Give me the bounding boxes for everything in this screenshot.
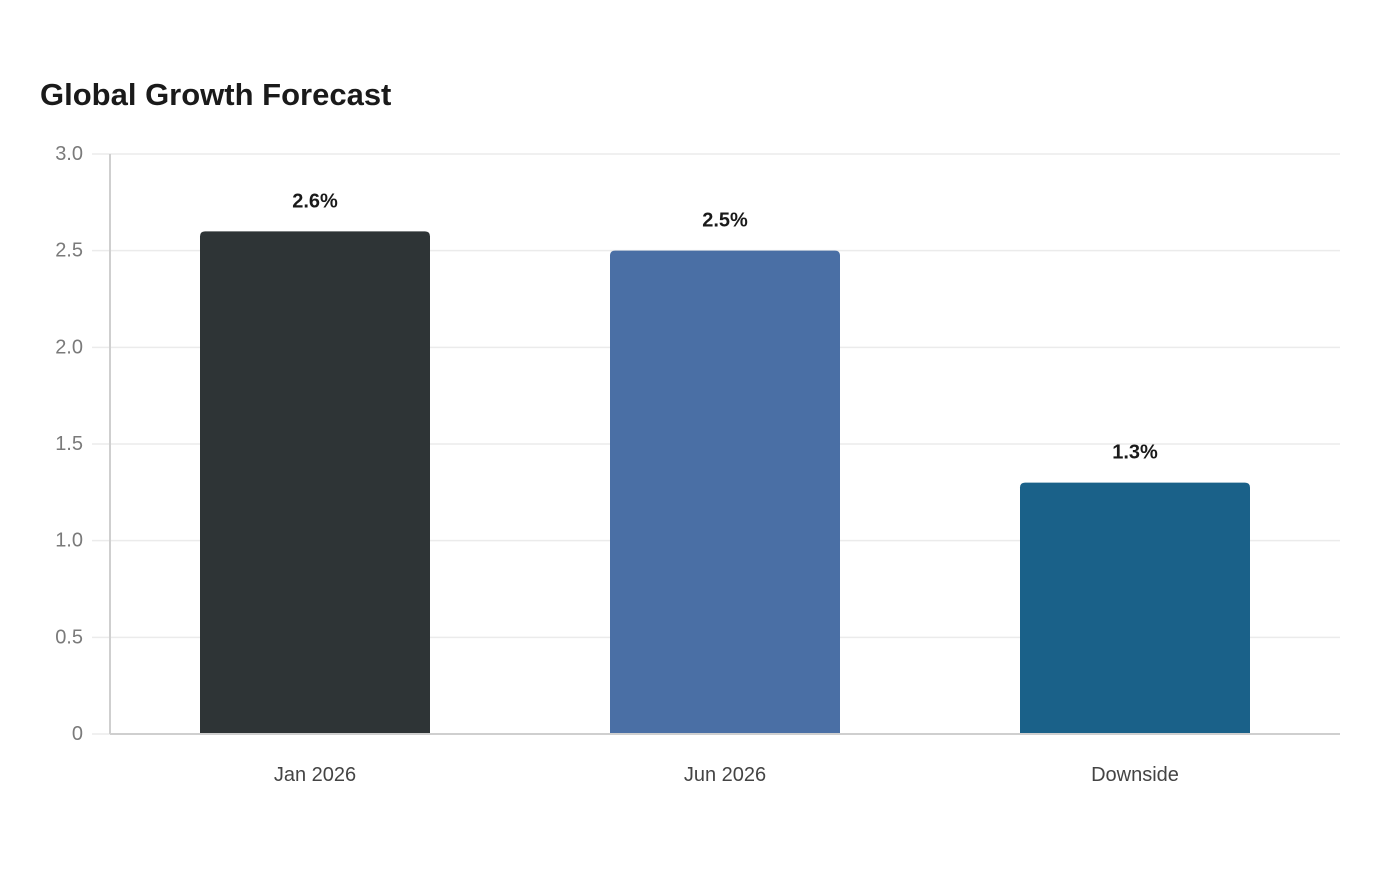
data-label: 2.6% [292,190,338,212]
y-tick-label: 0.5 [55,626,83,648]
data-label: 2.5% [702,210,748,232]
x-tick-label: Jan 2026 [274,764,356,786]
y-tick-label: 0 [72,723,83,745]
data-label: 1.3% [1112,442,1158,464]
bars [200,231,1250,735]
y-tick-label: 2.0 [55,336,83,358]
x-tick-label: Jun 2026 [684,764,766,786]
bar-jun-2026 [610,250,840,734]
y-tick-label: 3.0 [55,143,83,165]
chart-title: Global Growth Forecast [40,77,392,112]
bar-jan-2026 [200,231,430,735]
labels: 0 0.5 1.0 1.5 2.0 2.5 3.0 2.6% Jan 2026 2.5% Jun 2… [55,143,1179,786]
y-tick-label: 1.0 [55,530,83,552]
y-tick-label: 2.5 [55,240,83,262]
bar-downside [1020,482,1250,734]
y-tick-label: 1.5 [55,433,83,455]
axes [109,154,1340,735]
x-tick-label: Downside [1091,764,1179,786]
